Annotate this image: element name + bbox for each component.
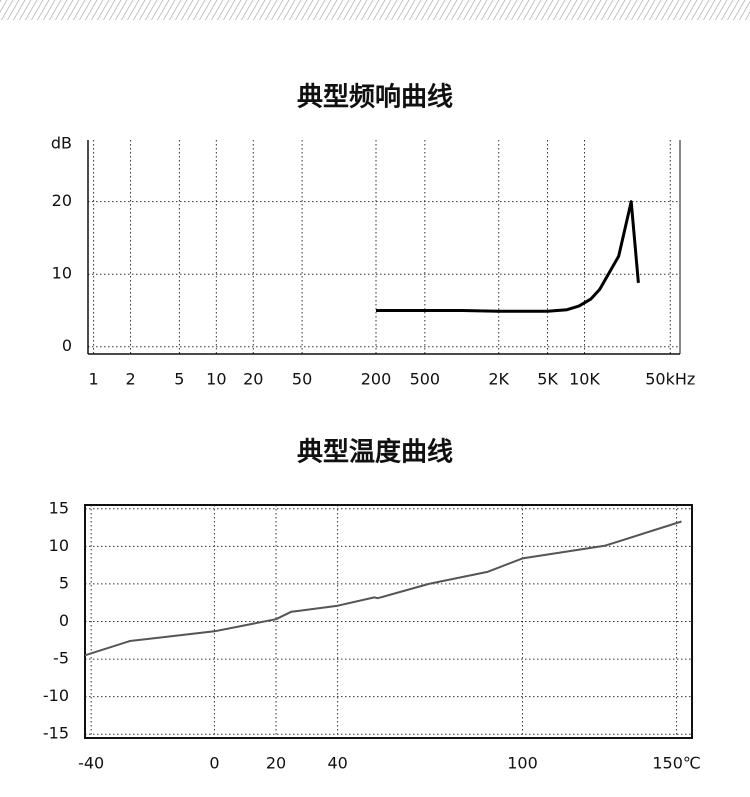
y-tick-label: 10 (52, 264, 72, 283)
y-tick-label: 0 (59, 611, 69, 630)
x-tick-label: 10 (206, 370, 226, 389)
x-tick-label: 1 (89, 370, 99, 389)
x-tick-label: 150℃ (652, 754, 701, 773)
x-tick-label: 5 (174, 370, 184, 389)
x-tick-label: 0 (209, 754, 219, 773)
chart-title: 典型频响曲线 (297, 82, 453, 113)
x-tick-label: 500 (410, 370, 441, 389)
data-line (376, 200, 640, 313)
x-tick-label: 2K (488, 370, 509, 389)
y-tick-label: -15 (43, 724, 69, 743)
x-tick-label: 100 (507, 754, 538, 773)
x-tick-label: 50kHz (645, 370, 695, 389)
y-tick-label: 20 (52, 191, 72, 210)
x-tick-label: 20 (266, 754, 286, 773)
x-tick-label: 2 (125, 370, 135, 389)
y-tick-label: 15 (49, 498, 69, 517)
chart-title: 典型温度曲线 (297, 437, 453, 468)
top-stripe (0, 0, 750, 20)
x-tick-label: -40 (78, 754, 104, 773)
y-tick-label: 0 (62, 336, 72, 355)
plot-frame (84, 504, 693, 739)
x-tick-label: 5K (537, 370, 558, 389)
y-tick-label: 10 (49, 536, 69, 555)
x-tick-label: 10K (569, 370, 600, 389)
y-tick-label: -5 (53, 649, 69, 668)
x-tick-label: 50 (292, 370, 312, 389)
y-axis-label: dB (51, 134, 72, 153)
x-tick-label: 200 (361, 370, 392, 389)
y-tick-label: 5 (59, 573, 69, 592)
data-line (84, 520, 682, 657)
x-tick-label: 40 (327, 754, 347, 773)
x-tick-label: 20 (243, 370, 263, 389)
y-tick-label: -10 (43, 686, 69, 705)
